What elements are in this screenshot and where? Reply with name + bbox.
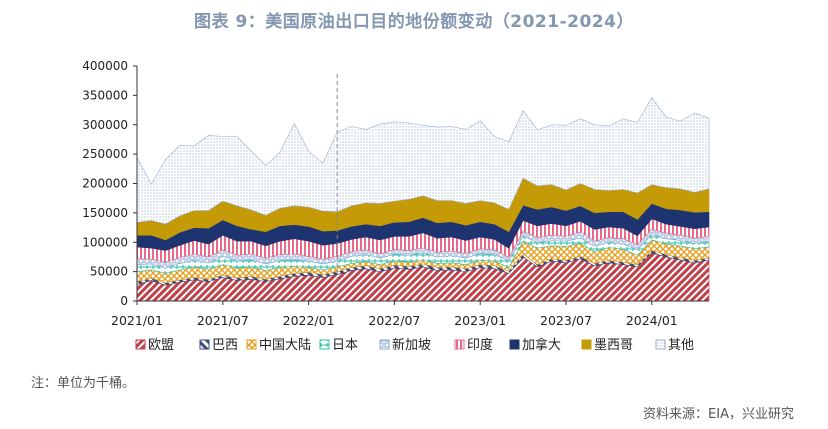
y-tick-label: 250000 bbox=[82, 147, 128, 161]
legend-label: 新加坡 bbox=[392, 337, 431, 353]
chart-title: 图表 9：美国原油出口目的地份额变动（2021-2024） bbox=[194, 12, 634, 32]
legend-swatch bbox=[379, 339, 390, 350]
x-tick-label: 2022/01 bbox=[283, 313, 335, 328]
legend-label: 日本 bbox=[332, 338, 358, 353]
x-tick-label: 2023/01 bbox=[454, 313, 506, 328]
y-tick-label: 50000 bbox=[90, 265, 128, 279]
legend-swatch bbox=[135, 339, 146, 350]
legend-label: 中国大陆 bbox=[259, 337, 311, 353]
y-tick-label: 350000 bbox=[82, 88, 128, 102]
legend-swatch bbox=[199, 339, 210, 350]
y-tick-label: 0 bbox=[120, 294, 128, 308]
legend-label: 墨西哥 bbox=[594, 338, 633, 353]
legend-label: 加拿大 bbox=[522, 337, 561, 353]
area-series-8 bbox=[136, 97, 710, 225]
x-tick-label: 2021/01 bbox=[111, 313, 163, 328]
legend-swatch bbox=[246, 339, 257, 350]
legend-label: 其他 bbox=[668, 338, 694, 353]
y-tick-label: 400000 bbox=[82, 59, 128, 73]
legend-swatch bbox=[509, 339, 520, 350]
y-tick-label: 200000 bbox=[82, 177, 128, 191]
legend-label: 印度 bbox=[467, 337, 493, 353]
legend-swatch bbox=[319, 339, 330, 350]
y-tick-label: 150000 bbox=[82, 206, 128, 220]
y-tick-label: 100000 bbox=[82, 235, 128, 249]
source-note: 资料来源：EIA，兴业研究 bbox=[643, 407, 794, 422]
unit-note: 注：单位为千桶。 bbox=[31, 376, 136, 391]
legend-swatch bbox=[581, 339, 592, 350]
legend: 欧盟 巴西 中国大陆 日本 新加坡 印度 加拿大 墨西哥 其他 bbox=[135, 337, 694, 353]
legend-swatch bbox=[454, 339, 465, 350]
y-tick-label: 300000 bbox=[82, 118, 128, 132]
legend-label: 巴西 bbox=[212, 338, 238, 353]
x-tick-label: 2023/07 bbox=[540, 313, 592, 328]
x-tick-label: 2022/07 bbox=[368, 313, 420, 328]
x-tick-label: 2021/07 bbox=[197, 313, 249, 328]
legend-label: 欧盟 bbox=[148, 338, 174, 353]
x-tick-label: 2024/01 bbox=[626, 313, 678, 328]
legend-swatch bbox=[655, 339, 666, 350]
